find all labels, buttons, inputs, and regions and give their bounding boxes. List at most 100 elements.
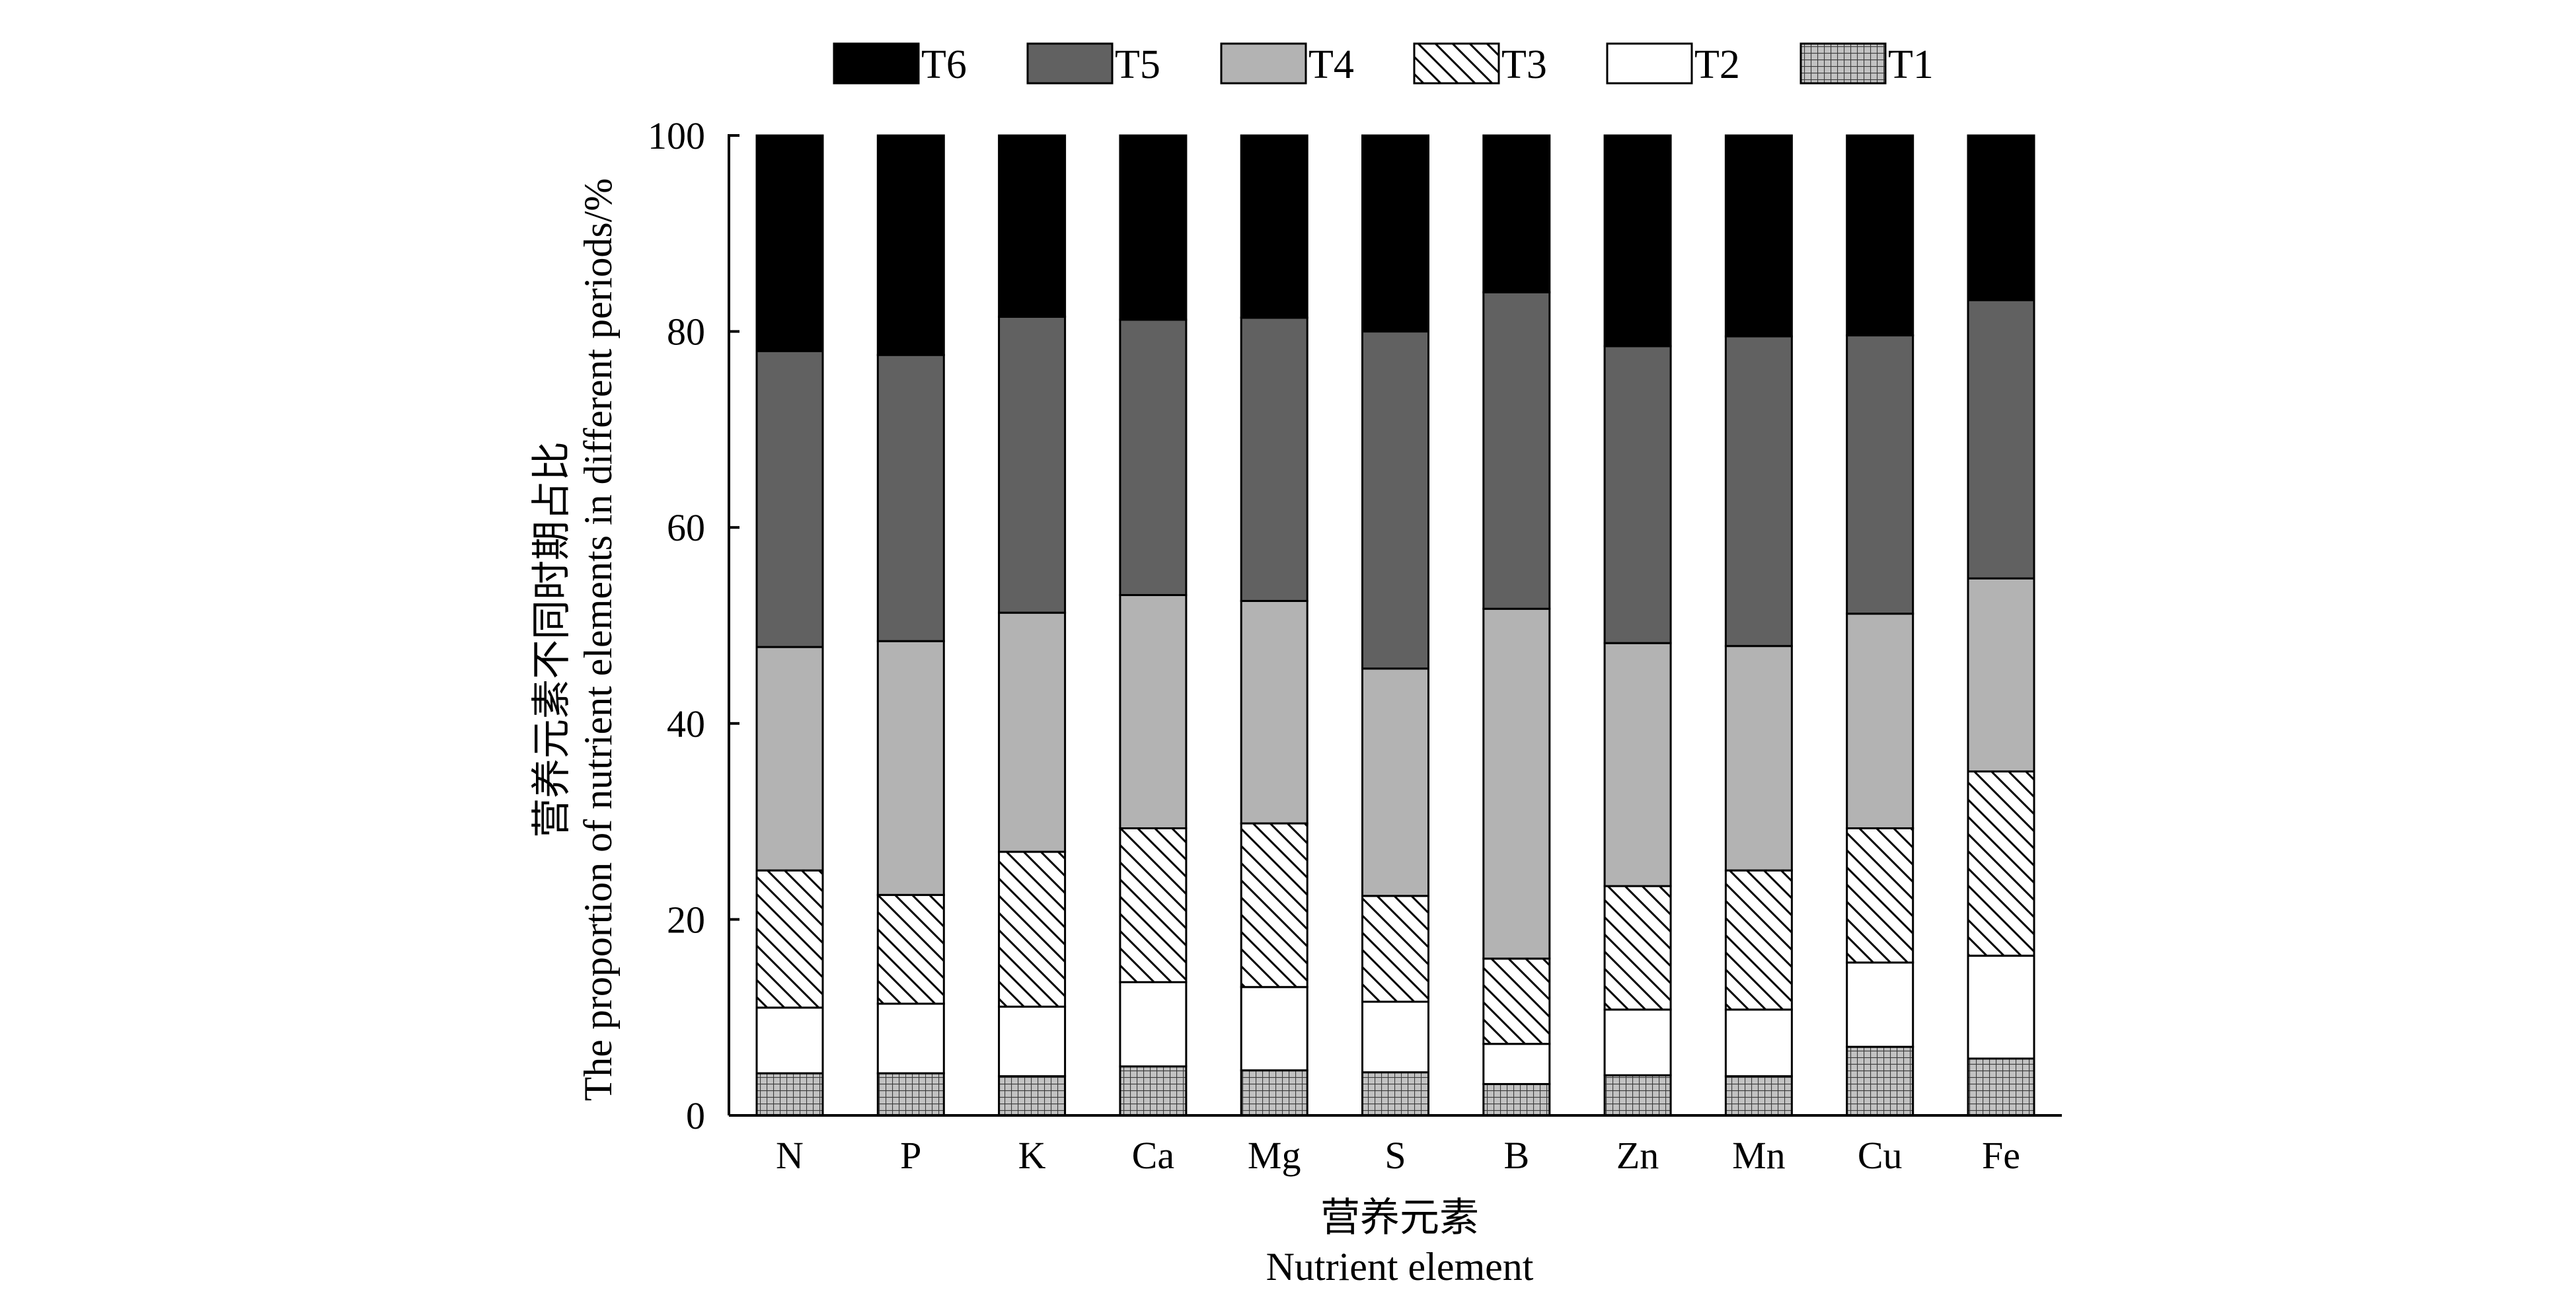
bar-T4-K — [998, 611, 1067, 853]
bar-T4-Mg — [1240, 599, 1308, 825]
legend-swatch-T5 — [1026, 42, 1114, 85]
bar-T4-Fe — [1967, 577, 2035, 772]
bar-T1-Ca — [1119, 1065, 1188, 1117]
bar-T6-Mn — [1724, 134, 1793, 338]
x-tick-label-P: P — [900, 1134, 921, 1177]
bar-T5-Ca — [1119, 318, 1188, 597]
bar-T6-N — [755, 134, 824, 352]
bars — [755, 134, 2035, 1117]
y-tick-label-40: 40 — [667, 702, 705, 745]
x-tick-label-Zn: Zn — [1616, 1134, 1659, 1177]
x-tick-label-Mn: Mn — [1732, 1134, 1786, 1177]
bar-T5-P — [876, 354, 945, 642]
legend-swatch-T3 — [1413, 42, 1500, 85]
bar-T3-Mg — [1240, 822, 1308, 989]
x-tick-label-Cu: Cu — [1858, 1134, 1903, 1177]
x-tick-label-Mg: Mg — [1248, 1134, 1301, 1177]
bar-T1-Mn — [1724, 1075, 1793, 1117]
bar-T6-B — [1482, 134, 1551, 293]
bar-T5-S — [1361, 330, 1429, 670]
bar-T4-Mn — [1724, 645, 1793, 872]
legend-swatch-T6 — [833, 42, 920, 85]
bar-T3-Cu — [1846, 827, 1914, 964]
bar-T1-Mg — [1240, 1069, 1308, 1117]
legend-label-T2: T2 — [1694, 42, 1740, 87]
x-tick-label-B: B — [1503, 1134, 1529, 1177]
legend-swatch-T1 — [1799, 42, 1887, 85]
bar-T4-Ca — [1119, 594, 1188, 829]
bar-T1-S — [1361, 1071, 1429, 1117]
bar-T2-Fe — [1967, 954, 2035, 1060]
legend-label-T1: T1 — [1888, 42, 1934, 87]
axes: 0 20 40 60 80 100 N P K Ca Mg S B Zn Mn Cu Fe — [648, 114, 2062, 1177]
y-tick-label-100: 100 — [648, 114, 705, 157]
bar-T4-P — [876, 640, 945, 896]
bar-T2-Mg — [1240, 986, 1308, 1072]
bar-T1-Fe — [1967, 1057, 2035, 1117]
x-tick-label-Fe: Fe — [1982, 1134, 2020, 1177]
x-tick-label-K: K — [1018, 1134, 1046, 1177]
bar-T3-K — [998, 850, 1067, 1008]
bar-T1-K — [998, 1075, 1067, 1117]
bar-T3-Fe — [1967, 770, 2035, 957]
bar-T2-Cu — [1846, 961, 1914, 1048]
y-tick-label-20: 20 — [667, 898, 705, 941]
bar-T2-P — [876, 1002, 945, 1074]
legend-label-T4: T4 — [1308, 42, 1354, 87]
bar-T6-Cu — [1846, 134, 1914, 337]
x-tick-label-Ca: Ca — [1132, 1134, 1174, 1177]
legend: T6 T5 T4 T3 T2 T1 — [833, 42, 1934, 87]
bar-T6-P — [876, 134, 945, 356]
bar-T5-B — [1482, 291, 1551, 610]
bar-T5-Zn — [1603, 345, 1672, 644]
bar-T6-K — [998, 134, 1067, 318]
x-tick-label-N: N — [776, 1134, 804, 1177]
legend-swatch-T2 — [1606, 42, 1693, 85]
bar-T1-P — [876, 1072, 945, 1117]
y-tick-label-60: 60 — [667, 506, 705, 549]
bar-T2-B — [1482, 1043, 1551, 1086]
bar-T3-B — [1482, 957, 1551, 1045]
bar-T2-N — [755, 1006, 824, 1074]
bar-T2-S — [1361, 1000, 1429, 1074]
bar-T6-S — [1361, 134, 1429, 333]
bar-T1-Zn — [1603, 1074, 1672, 1117]
legend-label-T6: T6 — [921, 42, 967, 87]
bar-T4-Cu — [1846, 613, 1914, 829]
bar-T4-N — [755, 646, 824, 872]
bar-T5-N — [755, 350, 824, 648]
bar-T1-Cu — [1846, 1045, 1914, 1117]
bar-T1-N — [755, 1072, 824, 1117]
bar-T4-B — [1482, 607, 1551, 960]
bar-T5-Mg — [1240, 317, 1308, 602]
bar-T3-S — [1361, 895, 1429, 1003]
bar-T2-K — [998, 1005, 1067, 1078]
bar-T3-Zn — [1603, 885, 1672, 1011]
x-tick-label-S: S — [1384, 1134, 1406, 1177]
bar-T5-Mn — [1724, 335, 1793, 648]
legend-label-T5: T5 — [1115, 42, 1160, 87]
bar-T5-K — [998, 315, 1067, 614]
x-axis-title-en: Nutrient element — [1266, 1245, 1534, 1289]
y-tick-label-0: 0 — [686, 1094, 705, 1137]
bar-T5-Fe — [1967, 299, 2035, 580]
bar-T2-Mn — [1724, 1008, 1793, 1078]
bar-T2-Zn — [1603, 1008, 1672, 1076]
bar-T2-Ca — [1119, 981, 1188, 1068]
bar-T4-Zn — [1603, 642, 1672, 887]
bar-T5-Cu — [1846, 334, 1914, 615]
y-tick-label-80: 80 — [667, 311, 705, 354]
bar-T4-S — [1361, 667, 1429, 897]
bar-T3-N — [755, 869, 824, 1009]
bar-T6-Zn — [1603, 134, 1672, 348]
y-axis-title-en: The proportion of nutrient elements in d… — [576, 178, 620, 1102]
bar-T6-Ca — [1119, 134, 1188, 321]
bar-T3-Ca — [1119, 827, 1188, 983]
x-axis-title-zh: 营养元素 — [1320, 1196, 1479, 1240]
bar-T6-Fe — [1967, 134, 2035, 301]
bar-T1-B — [1482, 1083, 1551, 1117]
bar-T3-P — [876, 893, 945, 1005]
y-axis-title-zh: 营养元素不同时期占比 — [530, 441, 574, 838]
bar-T3-Mn — [1724, 869, 1793, 1011]
